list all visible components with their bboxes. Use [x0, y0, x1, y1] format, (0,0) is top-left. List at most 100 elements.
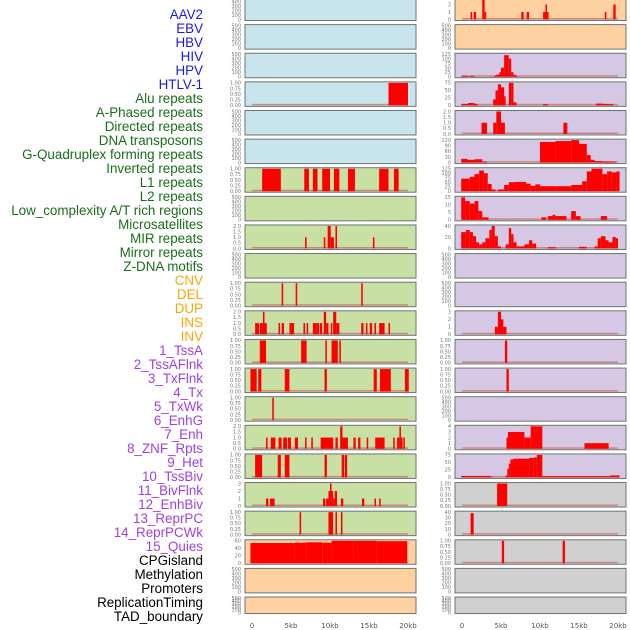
track-label: 3_TxFlnk: [147, 371, 203, 386]
y-tick-label: 0.00: [230, 418, 241, 424]
data-bar: [511, 72, 514, 77]
panel-background: [454, 0, 627, 21]
track-baseline: [462, 533, 618, 535]
y-tick-label: 300: [441, 261, 451, 267]
track-panel: 0.000.250.500.751.00: [440, 338, 627, 367]
y-tick-label: 0.75: [230, 516, 241, 522]
data-bar: [404, 369, 409, 392]
track-label: 6_EnhG: [153, 413, 203, 428]
y-tick-label: 0: [238, 75, 241, 81]
y-tick-label: 60: [235, 539, 241, 545]
y-tick-label: 0: [238, 46, 241, 52]
data-bar: [586, 155, 591, 163]
y-tick-label: 0.50: [440, 493, 451, 499]
data-bar: [602, 103, 608, 106]
data-bar: [399, 426, 401, 449]
data-bar: [461, 178, 470, 192]
data-bar: [508, 82, 512, 106]
y-tick-label: 500: [441, 395, 451, 401]
panel-background: [454, 81, 627, 107]
data-bar: [289, 323, 295, 335]
data-bar: [369, 323, 373, 335]
data-bar: [326, 498, 329, 507]
y-tick-label: 0.50: [230, 349, 241, 355]
data-bar: [579, 143, 587, 163]
data-bar: [366, 437, 369, 449]
track-label: 10_TssBiv: [141, 469, 203, 484]
data-bar: [555, 186, 572, 192]
y-tick-label: 0.50: [440, 349, 451, 355]
data-bar: [494, 326, 498, 335]
data-bar: [501, 87, 505, 106]
y-tick-label: 100: [231, 585, 241, 591]
track-label: Promoters: [141, 581, 203, 596]
data-bar: [526, 12, 530, 20]
track-baseline: [462, 132, 618, 134]
track-label: A-Phased repeats: [95, 105, 203, 120]
panel-background: [454, 539, 627, 565]
data-bar: [482, 217, 489, 220]
y-tick-label: 300: [231, 147, 241, 153]
data-bar: [320, 437, 334, 449]
y-tick-label: 500: [441, 567, 451, 573]
data-bar: [478, 211, 483, 220]
y-tick-label: 0.75: [230, 172, 241, 178]
track-label: Low_complexity A/T rich regions: [11, 203, 203, 218]
data-bar: [615, 238, 618, 249]
y-tick-label: 100: [231, 607, 241, 613]
data-bar: [602, 161, 611, 163]
y-tick-label: 0.25: [230, 183, 241, 189]
data-bar: [388, 82, 408, 106]
y-tick-label: 0.75: [440, 544, 451, 550]
data-bar: [552, 214, 556, 220]
y-tick-label: 0.25: [440, 498, 451, 504]
track-label: Directed repeats: [104, 119, 203, 134]
data-bar: [397, 437, 400, 449]
y-tick-label: 200: [231, 266, 241, 272]
data-bar: [361, 283, 363, 306]
track-label: TAD_boundary: [113, 609, 203, 624]
data-bar: [465, 201, 470, 220]
track-label: Alu repeats: [135, 91, 203, 106]
y-tick-label: 0: [448, 160, 451, 166]
data-bar: [342, 437, 348, 449]
y-tick-label: 0.00: [230, 103, 241, 109]
data-bar: [379, 168, 389, 192]
data-bar: [375, 437, 385, 449]
y-tick-label: 5: [448, 210, 451, 216]
track-label: Z-DNA motifs: [123, 259, 203, 274]
data-bar: [281, 283, 284, 306]
y-tick-label: 0.25: [440, 555, 451, 561]
y-tick-label: 1: [238, 496, 241, 502]
data-bar: [508, 182, 516, 192]
data-bar: [353, 437, 356, 449]
data-bar: [485, 238, 490, 249]
y-tick-label: 1.00: [230, 81, 241, 87]
track-panel: 0 510 15: [445, 195, 627, 224]
track-baseline: [462, 390, 618, 392]
data-bar: [521, 12, 524, 20]
data-bar: [324, 369, 327, 392]
data-bar: [287, 437, 291, 449]
data-bar: [474, 103, 478, 106]
y-tick-label: 300: [231, 32, 241, 38]
y-tick-label: 25: [445, 185, 451, 191]
data-bar: [281, 323, 284, 335]
y-tick-label: 0.50: [230, 178, 241, 184]
data-bar: [325, 340, 327, 363]
track-panel: 0.000.250.500.751.00: [440, 367, 627, 395]
x-tick-label: 20kb: [609, 622, 627, 630]
data-bar: [331, 540, 354, 564]
panel-background: [244, 109, 417, 136]
track-label: INV: [180, 329, 203, 344]
data-bar: [361, 323, 364, 335]
data-bar: [503, 326, 507, 335]
track-label: INS: [180, 315, 203, 330]
data-bar: [491, 189, 496, 192]
y-tick-label: 75: [445, 453, 451, 459]
